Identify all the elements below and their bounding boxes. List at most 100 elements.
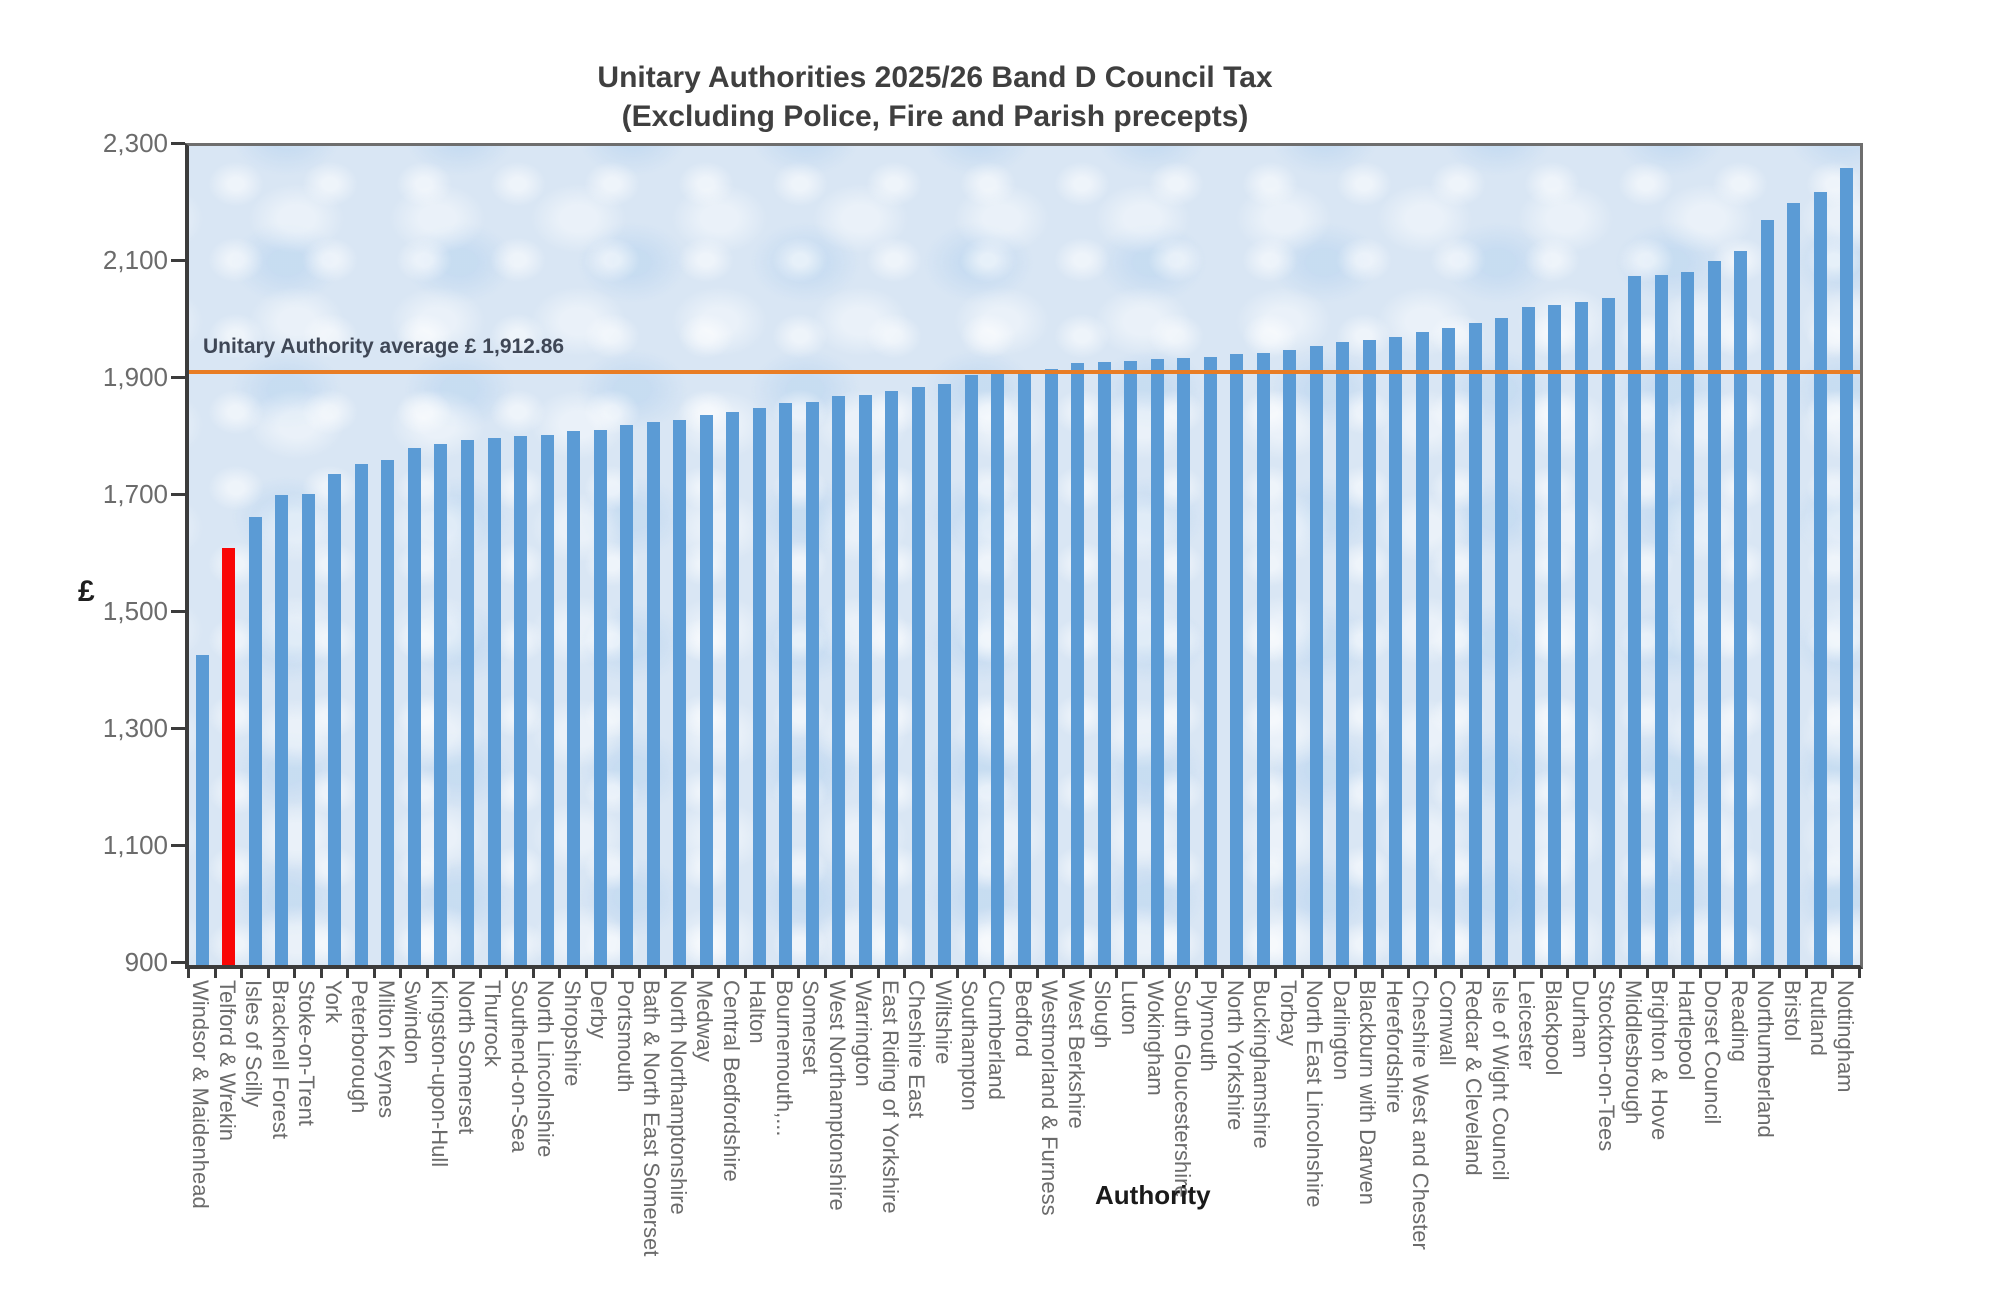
x-tick-label: Shropshire xyxy=(559,980,585,1087)
bar-north-yorkshire xyxy=(1230,353,1244,965)
y-tick-label: 2,100 xyxy=(102,245,168,275)
x-tick-label: Durham xyxy=(1567,980,1593,1059)
x-tick-mark xyxy=(1751,966,1755,978)
x-tick-label: Rutland xyxy=(1806,980,1832,1056)
x-tick-mark xyxy=(319,966,323,978)
x-tick-mark xyxy=(1141,966,1145,978)
bar-darlington xyxy=(1336,341,1350,965)
x-tick-label: Peterborough xyxy=(347,980,373,1114)
x-tick-mark xyxy=(1247,966,1251,978)
bar-medway xyxy=(699,415,713,965)
bar-blackpool xyxy=(1548,304,1562,965)
x-tick-label: Blackburn with Darwen xyxy=(1355,980,1381,1205)
x-tick-mark xyxy=(1274,966,1278,978)
x-tick-mark xyxy=(1460,966,1464,978)
bar-east-riding-of-yorkshire xyxy=(885,391,899,965)
x-tick-label: Middlesbrough xyxy=(1620,980,1646,1125)
x-tick-label: Somerset xyxy=(798,980,824,1075)
x-tick-mark xyxy=(1486,966,1490,978)
x-tick-mark xyxy=(1035,966,1039,978)
y-tick-mark xyxy=(171,844,185,847)
bar-isles-of-scilly xyxy=(248,516,262,965)
x-tick-label: North Lincolnshire xyxy=(533,980,559,1158)
x-tick-label: Blackpool xyxy=(1540,980,1566,1076)
x-tick-label: Warrington xyxy=(851,980,877,1087)
y-axis-title: £ xyxy=(78,575,95,608)
x-tick-mark xyxy=(399,966,403,978)
y-tick-mark xyxy=(171,376,185,379)
x-tick-mark xyxy=(187,966,190,978)
bar-wokingham xyxy=(1150,358,1164,965)
bar-southend-on-sea xyxy=(514,436,528,965)
x-tick-label: Torbay xyxy=(1275,980,1301,1047)
y-tick-label: 1,500 xyxy=(102,596,168,626)
chart-subtitle: (Excluding Police, Fire and Parish prece… xyxy=(621,100,1249,133)
x-tick-mark xyxy=(1194,966,1198,978)
bar-middlesbrough xyxy=(1628,276,1642,965)
x-tick-mark xyxy=(346,966,350,978)
x-tick-mark xyxy=(1539,966,1543,978)
x-tick-label: Hartlepool xyxy=(1673,980,1699,1081)
x-tick-label: Bracknell Forest xyxy=(267,980,293,1139)
bar-milton-keynes xyxy=(381,459,395,965)
x-tick-label: Cheshire West and Chester xyxy=(1408,980,1434,1250)
bar-south-gloucestershire xyxy=(1177,357,1191,965)
bar-durham xyxy=(1575,301,1588,965)
x-tick-label: Windsor & Maidenhead xyxy=(188,980,214,1209)
x-tick-mark xyxy=(637,966,641,978)
x-tick-mark xyxy=(1831,966,1835,978)
bar-bristol xyxy=(1787,203,1801,965)
bar-central-bedfordshire xyxy=(726,412,740,965)
x-tick-label: Northumberland xyxy=(1753,980,1779,1138)
x-tick-label: York xyxy=(320,980,346,1024)
bar-bournemouth xyxy=(779,403,793,965)
x-tick-label: Bristol xyxy=(1779,980,1805,1042)
bar-buckinghamshire xyxy=(1256,352,1270,965)
x-tick-mark xyxy=(690,966,694,978)
bar-cornwall xyxy=(1442,327,1456,965)
x-tick-label: Herefordshire xyxy=(1381,980,1407,1114)
chart-title-block: Unitary Authorities 2025/26 Band D Counc… xyxy=(335,58,1535,136)
x-tick-label: Luton xyxy=(1116,980,1142,1036)
y-tick-mark xyxy=(171,610,185,613)
x-tick-mark xyxy=(240,966,244,978)
x-tick-mark xyxy=(982,966,986,978)
bar-derby xyxy=(593,429,607,965)
x-tick-label: Southampton xyxy=(957,980,983,1111)
y-tick-mark xyxy=(171,493,185,496)
x-tick-mark xyxy=(929,966,933,978)
bar-redcar-cleveland xyxy=(1468,322,1482,965)
bar-north-northamptonshire xyxy=(673,419,687,965)
x-tick-mark xyxy=(1725,966,1729,978)
x-tick-label: North Yorkshire xyxy=(1222,980,1248,1131)
x-tick-label: Darlington xyxy=(1328,980,1354,1081)
x-tick-mark xyxy=(266,966,270,978)
y-tick-label: 1,900 xyxy=(102,362,168,392)
bar-herefordshire xyxy=(1389,336,1403,965)
x-tick-label: Stockton-on-Tees xyxy=(1594,980,1620,1152)
x-tick-mark xyxy=(558,966,562,978)
x-tick-label: North Somerset xyxy=(453,980,479,1135)
bar-west-northamptonshire xyxy=(832,396,846,965)
x-tick-label: Bedford xyxy=(1010,980,1036,1058)
bar-warrington xyxy=(858,395,872,965)
x-tick-label: West Berkshire xyxy=(1063,980,1089,1129)
y-tick-label: 1,300 xyxy=(102,713,168,743)
x-tick-label: Wokingham xyxy=(1143,980,1169,1096)
x-tick-mark xyxy=(213,966,217,978)
bar-thurrock xyxy=(487,437,501,965)
x-tick-mark xyxy=(1327,966,1331,978)
bar-york xyxy=(328,474,342,965)
x-tick-mark xyxy=(1354,966,1358,978)
x-tick-label: Milton Keynes xyxy=(373,980,399,1119)
x-tick-label: Wiltshire xyxy=(930,980,956,1065)
x-tick-label: Medway xyxy=(692,980,718,1062)
x-tick-label: Derby xyxy=(586,980,612,1039)
bar-northumberland xyxy=(1760,220,1774,965)
x-tick-label: Plymouth xyxy=(1196,980,1222,1072)
bar-southampton xyxy=(964,375,978,965)
bar-cheshire-west-and-chester xyxy=(1415,332,1429,965)
x-tick-label: Westmorland & Furness xyxy=(1037,980,1063,1216)
x-tick-mark xyxy=(1804,966,1808,978)
x-tick-mark xyxy=(1566,966,1570,978)
